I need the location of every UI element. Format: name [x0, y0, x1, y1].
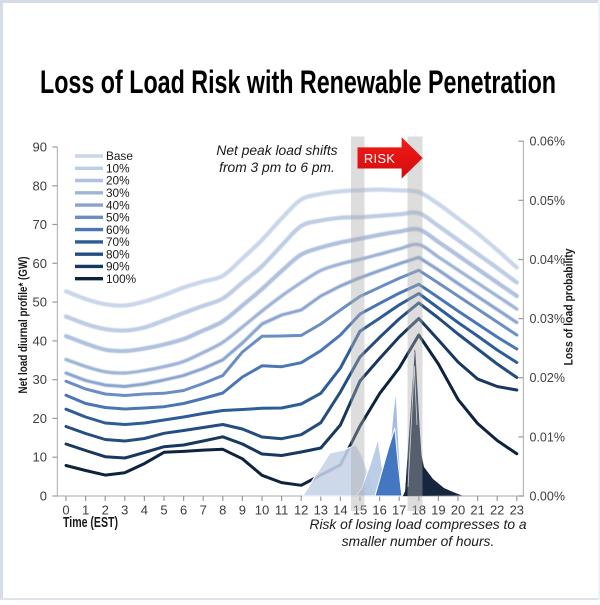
svg-text:14: 14	[333, 503, 347, 518]
svg-text:19: 19	[431, 503, 445, 518]
svg-text:80%: 80%	[106, 247, 130, 261]
svg-text:Base: Base	[106, 149, 133, 163]
svg-text:7: 7	[200, 503, 207, 518]
svg-text:40: 40	[33, 333, 47, 348]
svg-text:0.04%: 0.04%	[530, 253, 565, 267]
svg-text:Loss of load probability: Loss of load probability	[562, 248, 576, 365]
svg-text:100%: 100%	[106, 272, 137, 286]
svg-text:22: 22	[490, 503, 504, 518]
svg-text:5: 5	[160, 503, 167, 518]
svg-text:11: 11	[275, 503, 289, 518]
svg-text:0.01%: 0.01%	[530, 430, 565, 444]
svg-text:from 3 pm to 6 pm.: from 3 pm to 6 pm.	[219, 160, 335, 175]
svg-text:30: 30	[33, 372, 47, 387]
svg-text:20: 20	[33, 411, 47, 426]
svg-text:0.02%: 0.02%	[530, 371, 565, 385]
svg-text:30%: 30%	[106, 186, 130, 200]
svg-text:4: 4	[141, 503, 148, 518]
svg-text:60: 60	[33, 256, 47, 271]
svg-text:RISK: RISK	[364, 151, 395, 166]
svg-text:16: 16	[372, 503, 386, 518]
svg-text:8: 8	[219, 503, 226, 518]
svg-text:Time (EST): Time (EST)	[63, 515, 118, 531]
svg-text:10: 10	[33, 450, 47, 465]
svg-text:Net load diurnal profile* (GW): Net load diurnal profile* (GW)	[16, 257, 30, 394]
svg-text:0.03%: 0.03%	[530, 312, 565, 326]
svg-text:1: 1	[82, 503, 89, 518]
svg-text:80: 80	[33, 178, 47, 193]
svg-text:90: 90	[33, 140, 47, 155]
svg-text:23: 23	[510, 503, 524, 518]
svg-text:smaller number of hours.: smaller number of hours.	[342, 534, 495, 549]
svg-text:15: 15	[353, 503, 367, 518]
svg-text:90%: 90%	[106, 260, 130, 274]
svg-text:10%: 10%	[106, 162, 130, 176]
svg-text:0: 0	[62, 503, 69, 518]
svg-text:50: 50	[33, 295, 47, 310]
svg-text:20%: 20%	[106, 174, 130, 188]
svg-text:13: 13	[314, 503, 328, 518]
svg-text:70%: 70%	[106, 235, 130, 249]
svg-text:60%: 60%	[106, 223, 130, 237]
svg-text:70: 70	[33, 217, 47, 232]
svg-text:50%: 50%	[106, 211, 130, 225]
svg-text:40%: 40%	[106, 198, 130, 212]
svg-text:0: 0	[40, 489, 47, 504]
svg-text:20: 20	[451, 503, 465, 518]
svg-text:0.06%: 0.06%	[530, 135, 565, 149]
svg-text:Net peak load shifts: Net peak load shifts	[216, 143, 337, 158]
svg-text:18: 18	[412, 503, 426, 518]
svg-text:12: 12	[294, 503, 308, 518]
svg-text:6: 6	[180, 503, 187, 518]
svg-text:0.00%: 0.00%	[530, 490, 565, 504]
svg-text:2: 2	[102, 503, 109, 518]
svg-text:0.05%: 0.05%	[530, 194, 565, 208]
svg-text:3: 3	[121, 503, 128, 518]
svg-text:21: 21	[470, 503, 484, 518]
svg-text:9: 9	[239, 503, 246, 518]
svg-text:10: 10	[255, 503, 269, 518]
svg-text:Loss of Load Risk with Renewab: Loss of Load Risk with Renewable Penetra…	[40, 64, 556, 100]
svg-text:Risk of losing load compresses: Risk of losing load compresses to a	[309, 517, 526, 532]
svg-text:17: 17	[392, 503, 406, 518]
